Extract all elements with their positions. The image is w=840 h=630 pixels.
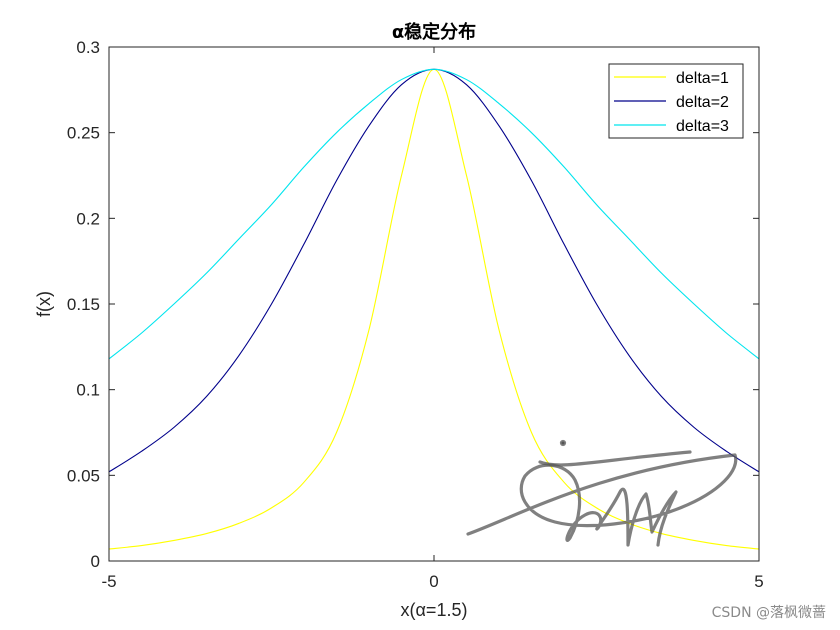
y-tick-label: 0.2 (76, 209, 100, 228)
chart-title: α稳定分布 (392, 21, 476, 43)
y-tick-label: 0.25 (67, 124, 100, 143)
legend-label-2: delta=2 (676, 94, 729, 111)
series-layer (108, 68, 760, 550)
x-tick-label: 5 (754, 572, 763, 591)
y-tick-label: 0.15 (67, 295, 100, 314)
x-tick-label: 0 (429, 572, 438, 591)
series-line-3 (108, 68, 760, 360)
tick-layer: -5 0 500.050.10.150.20.250.3 (67, 38, 764, 591)
legend-entries: delta=1 delta=2 delta=3 (614, 70, 729, 135)
y-tick-label: 0.1 (76, 381, 100, 400)
legend-label-1: delta=1 (676, 70, 729, 87)
y-tick-label: 0.05 (67, 466, 100, 485)
signature-scribble (466, 439, 738, 547)
y-axis-label: f(x) (34, 291, 54, 317)
x-tick-label: -5 (101, 572, 116, 591)
y-tick-label: 0 (91, 552, 100, 571)
x-axis-label: x(α=1.5) (401, 600, 468, 620)
legend-label-3: delta=3 (676, 118, 729, 135)
watermark: CSDN @落枫微蔷 (711, 605, 826, 621)
y-tick-label: 0.3 (76, 38, 100, 57)
legend: delta=1 delta=2 delta=3 (608, 63, 744, 139)
